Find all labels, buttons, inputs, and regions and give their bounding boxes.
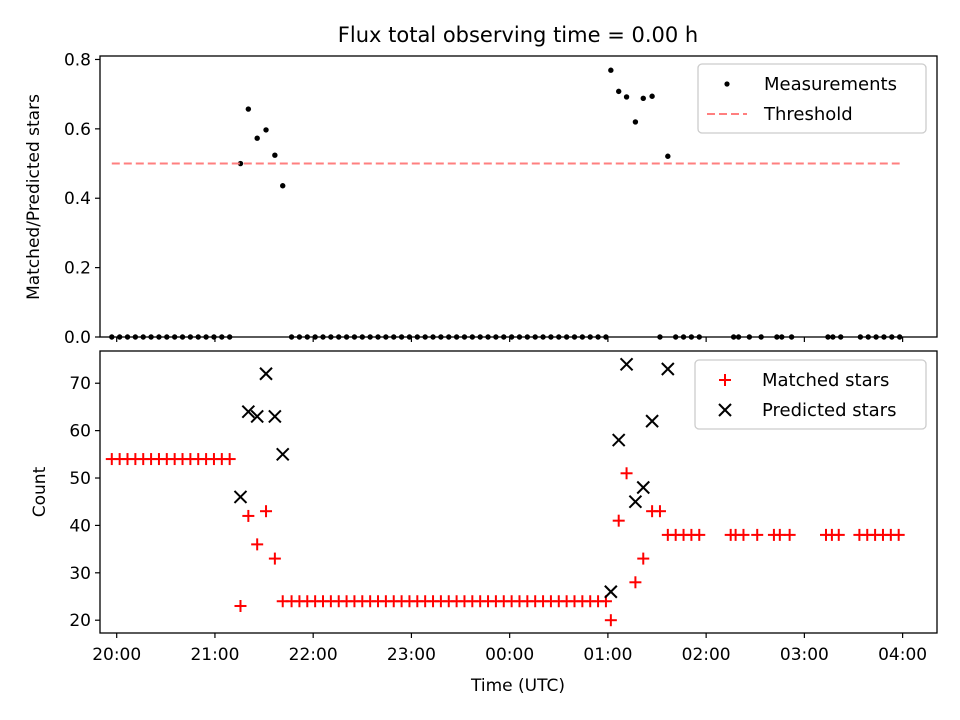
- matched-stars-point: [234, 599, 247, 612]
- matched-stars-point: [892, 528, 905, 541]
- predicted-stars-point: [645, 414, 659, 428]
- matched-stars-point: [751, 528, 764, 541]
- predicted-stars-point: [604, 585, 618, 599]
- legend-predicted-marker: [718, 403, 732, 417]
- y-tick-label: 60: [69, 422, 91, 442]
- matched-stars-point: [653, 505, 666, 518]
- predicted-stars-point: [233, 490, 248, 504]
- bottom-data-marks: [105, 357, 905, 627]
- bottom-x-ticks: 20:00 21:00 22:00 23:00 00:00 01:00 02:00 03:00…: [92, 633, 927, 665]
- x-tick-label: 04:00: [878, 645, 927, 665]
- y-tick-label: 0.6: [64, 120, 91, 140]
- measurement-point: [608, 67, 614, 73]
- top-y-axis-label: Matched/Predicted stars: [24, 94, 44, 300]
- y-tick-label: 0.2: [64, 259, 91, 279]
- x-tick-label: 20:00: [92, 645, 141, 665]
- legend-measurements-marker: [724, 81, 730, 87]
- bottom-y-axis-label: Count: [30, 466, 50, 517]
- x-tick-label: 23:00: [387, 645, 436, 665]
- predicted-stars-point: [276, 447, 290, 462]
- y-tick-label: 40: [69, 516, 91, 536]
- measurement-point: [263, 127, 269, 133]
- matched-stars-point: [832, 528, 845, 541]
- measurement-point: [665, 153, 671, 159]
- x-tick-label: 21:00: [190, 645, 239, 665]
- x-axis-label: Time (UTC): [470, 676, 565, 696]
- measurement-point: [616, 88, 622, 95]
- bottom-legend-box: [694, 359, 927, 430]
- chart-title: Flux total observing time = 0.00 h: [338, 23, 698, 47]
- y-tick-label: 30: [69, 564, 91, 584]
- measurement-point: [245, 106, 252, 112]
- matched-stars-point: [242, 509, 255, 522]
- legend-matched-label: Matched stars: [762, 370, 889, 391]
- measurement-point: [632, 119, 639, 125]
- matched-stars-point: [268, 552, 281, 565]
- legend-predicted-label: Predicted stars: [762, 400, 896, 421]
- matched-stars-point: [783, 528, 796, 541]
- top-x-ticks: [116, 337, 904, 342]
- matched-stars-point: [251, 538, 264, 551]
- measurement-point: [237, 160, 244, 167]
- predicted-stars-point: [241, 404, 256, 419]
- measurement-point: [280, 183, 286, 189]
- legend-matched-marker: [719, 374, 731, 386]
- predicted-stars-point: [268, 409, 282, 424]
- predicted-stars-point: [250, 409, 264, 424]
- matched-stars-point: [737, 528, 750, 541]
- top-legend-box: [697, 63, 927, 134]
- top-subplot: Flux total observing time = 0.00 h Match…: [24, 23, 938, 348]
- measurement-point: [254, 135, 260, 141]
- legend-threshold-label: Threshold: [763, 104, 853, 125]
- predicted-stars-point: [636, 480, 650, 495]
- matched-stars-point: [260, 505, 273, 518]
- measurement-point: [272, 152, 278, 158]
- y-tick-label: 50: [69, 469, 91, 489]
- predicted-stars-point: [628, 495, 643, 509]
- measurement-point: [623, 94, 630, 100]
- predicted-stars-point: [661, 362, 675, 376]
- y-tick-label: 0.8: [64, 50, 91, 70]
- bottom-legend: Matched stars Predicted stars: [694, 359, 927, 430]
- matched-stars-point: [612, 514, 625, 527]
- top-axes-frame: [99, 55, 938, 338]
- matched-stars-point: [604, 614, 617, 627]
- predicted-stars-point: [619, 357, 634, 371]
- top-y-ticks: 0.0 0.2 0.4 0.6 0.8: [64, 50, 100, 348]
- bottom-y-ticks: 20 30 40 50 60 70: [69, 374, 100, 631]
- measurement-point: [640, 95, 646, 102]
- matched-stars-point: [637, 552, 650, 565]
- x-tick-label: 22:00: [289, 645, 338, 665]
- bottom-subplot: Count Time (UTC) 20 30 40 50 60 70 20:00 21:00…: [30, 350, 938, 696]
- y-tick-label: 0.4: [64, 189, 91, 209]
- top-legend: Measurements Threshold: [697, 63, 927, 134]
- x-tick-label: 00:00: [485, 645, 534, 665]
- predicted-stars-point: [611, 433, 626, 447]
- x-tick-label: 02:00: [682, 645, 731, 665]
- matched-stars-point: [620, 467, 633, 480]
- y-tick-label: 20: [69, 611, 91, 631]
- bottom-axes-frame: [99, 350, 938, 634]
- matched-stars-point: [223, 453, 236, 466]
- x-tick-label: 01:00: [583, 645, 632, 665]
- matched-stars-point: [693, 528, 706, 541]
- predicted-stars-point: [259, 367, 273, 381]
- measurement-point: [649, 93, 655, 99]
- y-tick-label: 0.0: [64, 328, 91, 348]
- y-tick-label: 70: [69, 374, 91, 394]
- matched-stars-point: [629, 576, 642, 589]
- legend-measurements-label: Measurements: [764, 74, 897, 95]
- x-tick-label: 03:00: [780, 645, 829, 665]
